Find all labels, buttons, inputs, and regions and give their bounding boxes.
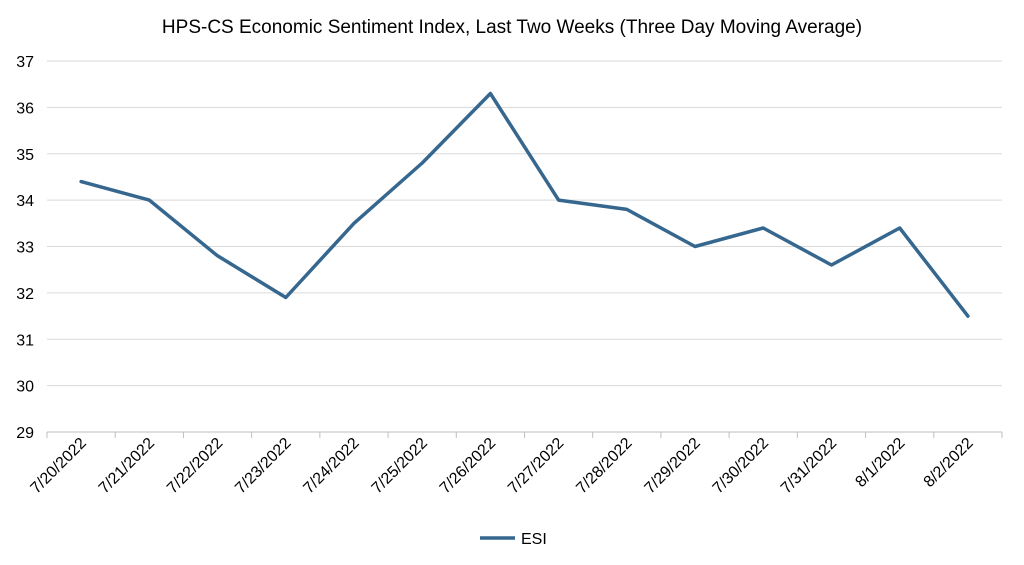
x-tick-label: 7/26/2022 — [437, 435, 499, 497]
x-tick-label: 7/27/2022 — [505, 435, 567, 497]
y-tick-label: 31 — [16, 332, 34, 349]
x-tick-label: 7/24/2022 — [300, 435, 362, 497]
data-point — [761, 226, 765, 230]
y-tick-label: 29 — [16, 425, 34, 442]
series-group — [79, 91, 970, 318]
x-tick-label: 8/1/2022 — [852, 435, 908, 491]
y-tick-label: 33 — [16, 240, 34, 257]
legend-label-esi: ESI — [521, 531, 547, 548]
x-axis-ticks: 7/20/2022 7/21/2022 7/22/2022 7/23/2022 7/24… — [28, 432, 1003, 497]
y-axis-ticks: 29 30 31 32 33 34 35 36 37 — [16, 54, 34, 442]
x-tick-label: 7/20/2022 — [28, 435, 90, 497]
data-point — [625, 207, 629, 211]
data-point — [147, 198, 151, 202]
y-tick-label: 34 — [16, 193, 34, 210]
x-tick-label: 7/25/2022 — [369, 435, 431, 497]
data-point — [557, 198, 561, 202]
x-tick-label: 7/30/2022 — [710, 435, 772, 497]
data-point — [284, 296, 288, 300]
gridlines — [47, 60, 1002, 387]
data-point — [966, 314, 970, 318]
series-line-esi — [79, 91, 970, 318]
x-tick-label: 8/2/2022 — [921, 435, 977, 491]
data-point — [898, 226, 902, 230]
y-tick-label: 35 — [16, 147, 34, 164]
data-point — [420, 161, 424, 165]
data-point — [693, 245, 697, 248]
x-tick-label: 7/21/2022 — [96, 435, 158, 497]
y-tick-label: 30 — [16, 379, 34, 396]
data-point — [79, 180, 83, 184]
y-tick-label: 36 — [16, 100, 34, 117]
data-point — [829, 263, 833, 267]
x-tick-label: 7/31/2022 — [778, 435, 840, 497]
chart-title: HPS-CS Economic Sentiment Index, Last Tw… — [162, 17, 862, 38]
x-tick-label: 7/29/2022 — [642, 435, 704, 497]
x-tick-label: 7/22/2022 — [164, 435, 226, 497]
y-tick-label: 32 — [16, 286, 34, 303]
data-point — [352, 221, 356, 225]
data-point — [488, 91, 492, 95]
y-tick-label: 37 — [16, 54, 34, 71]
x-tick-label: 7/28/2022 — [573, 435, 635, 497]
legend: ESI — [480, 531, 547, 548]
x-tick-label: 7/23/2022 — [232, 435, 294, 497]
data-point — [216, 254, 220, 258]
